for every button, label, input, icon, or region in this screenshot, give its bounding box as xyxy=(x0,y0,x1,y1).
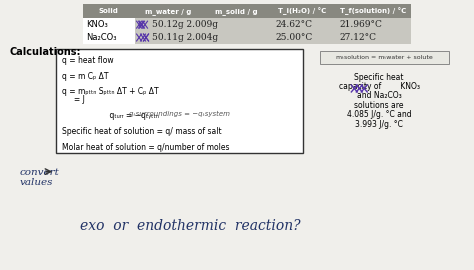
Text: T_f(solution) / °C: T_f(solution) / °C xyxy=(340,7,406,15)
Bar xyxy=(83,4,135,18)
Text: 24.62°C: 24.62°C xyxy=(276,20,313,29)
Text: 50.11g 2.004g: 50.11g 2.004g xyxy=(153,33,219,42)
Text: Solid: Solid xyxy=(99,8,118,14)
Text: capacity of        KNO₃: capacity of KNO₃ xyxy=(338,82,419,91)
Bar xyxy=(135,18,202,31)
Bar xyxy=(83,31,135,44)
Text: 21.969°C: 21.969°C xyxy=(339,20,382,29)
Bar xyxy=(270,31,336,44)
Bar xyxy=(202,31,270,44)
Bar xyxy=(56,49,302,153)
Bar xyxy=(270,4,336,18)
Text: qₜsurroundings = −qₜsystem: qₜsurroundings = −qₜsystem xyxy=(129,111,230,117)
Text: mₜsolution = mₜwater + solute: mₜsolution = mₜwater + solute xyxy=(336,55,432,60)
Text: solutions are: solutions are xyxy=(355,101,404,110)
Text: KNO₃: KNO₃ xyxy=(86,20,108,29)
Text: Molar heat of solution = q/number of moles: Molar heat of solution = q/number of mol… xyxy=(62,143,229,152)
Bar xyxy=(202,18,270,31)
Bar xyxy=(336,18,411,31)
Text: m_water / g: m_water / g xyxy=(145,8,191,15)
Text: q = m Cₚ ΔT: q = m Cₚ ΔT xyxy=(62,72,109,81)
Text: q = heat flow: q = heat flow xyxy=(62,56,114,65)
Text: Na₂CO₃: Na₂CO₃ xyxy=(86,33,117,42)
Text: convert: convert xyxy=(19,168,59,177)
Bar xyxy=(135,4,202,18)
Text: = J: = J xyxy=(62,95,85,104)
Text: Specific heat: Specific heat xyxy=(355,73,404,82)
Bar xyxy=(336,4,411,18)
Text: 27.12°C: 27.12°C xyxy=(339,33,376,42)
Bar xyxy=(83,18,135,31)
Bar xyxy=(336,31,411,44)
Text: 50.12g 2.009g: 50.12g 2.009g xyxy=(153,20,219,29)
Text: Calculations:: Calculations: xyxy=(9,47,81,57)
Text: T_i(H₂O) / °C: T_i(H₂O) / °C xyxy=(279,7,327,15)
Text: 3.993 J/g. °C: 3.993 J/g. °C xyxy=(355,120,403,129)
Text: exo  or  endothermic  reaction?: exo or endothermic reaction? xyxy=(80,219,301,233)
Text: q = mₚₜₜₙ Sₚₜₜₙ ΔT + Cₚ ΔT: q = mₚₜₜₙ Sₚₜₜₙ ΔT + Cₚ ΔT xyxy=(62,87,159,96)
Text: values: values xyxy=(19,178,53,187)
Text: qₜᵤᵣᵣ = −qₜᵧₜₜₙ: qₜᵤᵣᵣ = −qₜᵧₜₜₙ xyxy=(62,111,159,120)
Bar xyxy=(319,51,449,64)
Text: 4.085 J/g. °C and: 4.085 J/g. °C and xyxy=(347,110,411,119)
Text: 25.00°C: 25.00°C xyxy=(276,33,313,42)
Bar xyxy=(202,4,270,18)
Text: m_solid / g: m_solid / g xyxy=(215,8,257,15)
Text: Specific heat of solution = q/ mass of salt: Specific heat of solution = q/ mass of s… xyxy=(62,127,222,136)
Bar xyxy=(135,31,202,44)
Text: and Na₂CO₃: and Na₂CO₃ xyxy=(357,92,401,100)
Bar xyxy=(270,18,336,31)
